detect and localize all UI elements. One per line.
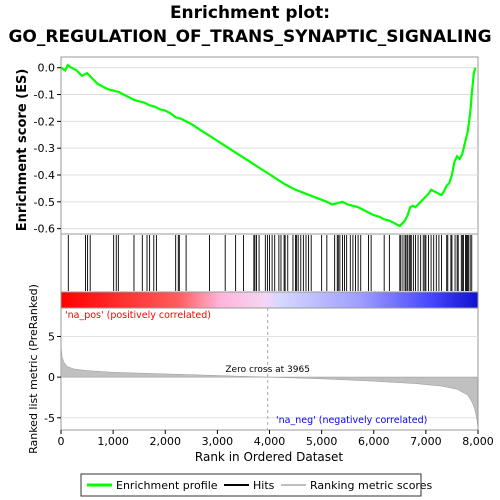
x-tick-label: 1,000 <box>97 435 129 448</box>
legend-hits-label: Hits <box>253 479 275 492</box>
x-axis: 0 1,000 2,000 3,000 4,000 5,000 6,000 7,000 8,00… <box>58 430 494 448</box>
es-panel: 0.0 -0.1 -0.2 -0.3 -0.4 -0.5 -0.6 Enrichment s… <box>15 56 479 236</box>
es-gridlines <box>61 67 478 230</box>
metric-y-axis-label: Ranked list metric (PreRanked) <box>27 284 40 454</box>
legend: Enrichment profile Hits Ranking metric s… <box>80 473 432 497</box>
es-y-tick-label: 0.0 <box>38 62 56 75</box>
es-y-tick-label: -0.4 <box>34 169 55 182</box>
es-y-axis: 0.0 -0.1 -0.2 -0.3 -0.4 -0.5 -0.6 <box>34 62 61 236</box>
x-tick-label: 0 <box>58 435 65 448</box>
metric-y-axis: 5 0 -5 <box>44 330 61 425</box>
x-tick-label: 4,000 <box>254 435 286 448</box>
es-panel-frame <box>60 56 479 235</box>
legend-box <box>80 473 422 497</box>
x-tick-label: 3,000 <box>202 435 234 448</box>
hits-panel <box>60 233 479 293</box>
zero-cross-label: Zero cross at 3965 <box>225 365 310 375</box>
chart-title-line2: GO_REGULATION_OF_TRANS_SYNAPTIC_SIGNALIN… <box>8 27 492 47</box>
es-y-tick-label: -0.5 <box>34 196 55 209</box>
es-y-tick-label: -0.6 <box>34 223 55 236</box>
x-tick-label: 6,000 <box>358 435 390 448</box>
positive-correlation-label: 'na_pos' (positively correlated) <box>65 310 211 321</box>
metric-y-tick-label: -5 <box>44 412 55 425</box>
x-tick-label: 7,000 <box>410 435 442 448</box>
metric-panel-frame <box>60 307 479 431</box>
enrichment-profile-line <box>60 63 477 228</box>
x-tick-label: 2,000 <box>150 435 182 448</box>
metric-y-tick-label: 0 <box>48 371 55 384</box>
x-tick-label: 5,000 <box>306 435 338 448</box>
x-tick-label: 8,000 <box>462 435 494 448</box>
metric-y-tick-label: 5 <box>48 330 55 343</box>
x-axis-label: Rank in Ordered Dataset <box>195 450 343 464</box>
negative-correlation-label: 'na_neg' (negatively correlated) <box>276 415 427 426</box>
hit-marks <box>67 235 473 291</box>
metric-panel: Zero cross at 3965 'na_pos' (positively … <box>27 284 479 454</box>
es-y-axis-label: Enrichment score (ES) <box>15 69 30 232</box>
es-y-tick-label: -0.2 <box>34 115 55 128</box>
ranking-color-bar <box>60 291 479 309</box>
legend-metric-label: Ranking metric scores <box>310 479 432 492</box>
ranking-metric-area <box>60 344 478 426</box>
legend-profile-label: Enrichment profile <box>116 479 218 492</box>
es-y-tick-label: -0.1 <box>34 89 55 102</box>
chart-title-line1: Enrichment plot: <box>169 3 331 23</box>
es-y-tick-label: -0.3 <box>34 142 55 155</box>
